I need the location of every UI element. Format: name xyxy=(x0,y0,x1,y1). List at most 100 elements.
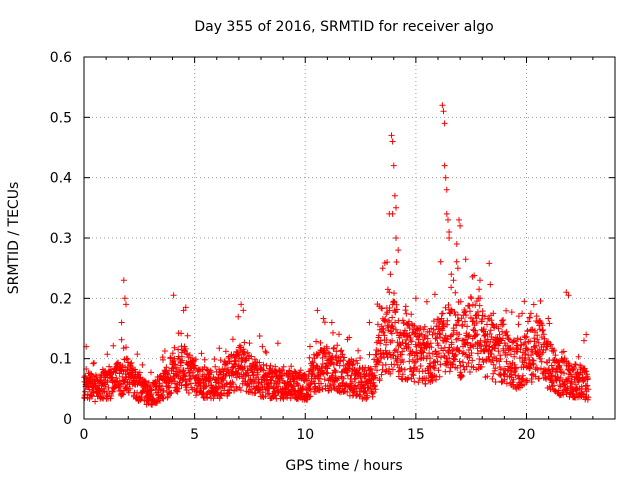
data-point xyxy=(584,375,591,382)
data-point xyxy=(192,356,199,363)
data-point xyxy=(435,342,442,349)
data-point xyxy=(245,380,252,387)
data-point xyxy=(148,387,155,394)
data-point xyxy=(382,316,389,323)
data-point xyxy=(455,335,461,342)
data-point xyxy=(539,349,546,356)
data-point xyxy=(421,323,428,330)
data-point xyxy=(401,319,407,326)
data-point xyxy=(128,359,135,366)
data-point xyxy=(321,319,328,326)
data-point xyxy=(489,375,496,382)
data-point xyxy=(456,358,463,365)
data-point xyxy=(207,375,214,382)
data-point xyxy=(252,389,259,396)
data-point xyxy=(230,381,237,387)
data-point xyxy=(538,365,544,372)
data-point xyxy=(393,306,400,313)
data-point xyxy=(383,341,389,348)
data-point xyxy=(522,339,529,346)
data-point xyxy=(451,309,458,315)
data-point xyxy=(513,365,520,372)
data-point xyxy=(477,337,484,344)
data-point xyxy=(348,372,355,379)
data-point xyxy=(528,352,535,359)
data-point xyxy=(575,353,582,360)
x-tick-label: 10 xyxy=(296,427,314,443)
data-point xyxy=(197,382,204,389)
data-point xyxy=(314,307,321,314)
data-point xyxy=(325,349,332,356)
y-tick-label: 0.5 xyxy=(50,110,72,126)
data-point xyxy=(420,326,427,333)
data-point xyxy=(431,291,438,298)
data-point xyxy=(121,295,128,302)
data-point xyxy=(340,357,347,364)
data-point xyxy=(260,367,267,374)
data-point xyxy=(226,389,233,396)
data-point xyxy=(431,358,438,365)
data-point xyxy=(503,380,510,387)
data-point xyxy=(429,331,436,338)
data-point xyxy=(170,292,177,299)
data-point xyxy=(465,347,472,353)
data-point xyxy=(500,317,507,323)
data-point xyxy=(277,368,284,374)
data-point xyxy=(286,367,293,374)
data-point xyxy=(432,348,439,355)
data-point xyxy=(411,378,418,385)
data-point xyxy=(448,306,454,313)
data-point xyxy=(584,396,591,403)
data-point xyxy=(352,375,359,382)
data-point xyxy=(415,379,422,386)
data-point xyxy=(178,330,185,337)
data-point xyxy=(512,372,519,379)
data-point xyxy=(334,342,341,349)
data-point xyxy=(90,389,97,396)
data-point xyxy=(501,376,508,383)
data-point xyxy=(477,295,484,302)
data-point xyxy=(148,369,154,376)
data-point xyxy=(346,334,353,341)
data-point xyxy=(307,381,314,388)
data-point xyxy=(212,363,219,370)
data-point xyxy=(534,336,541,343)
data-point xyxy=(560,348,567,355)
data-point xyxy=(147,392,154,399)
data-point xyxy=(259,389,266,396)
data-point xyxy=(306,393,313,400)
data-point xyxy=(514,335,521,342)
data-point xyxy=(363,396,370,402)
data-point xyxy=(535,339,542,346)
data-point xyxy=(364,392,371,399)
data-point xyxy=(392,326,399,333)
data-point xyxy=(372,374,379,381)
data-point xyxy=(481,333,488,339)
data-point xyxy=(248,353,255,360)
data-point xyxy=(354,360,361,367)
data-point xyxy=(228,384,235,391)
data-point xyxy=(457,298,464,305)
data-point xyxy=(507,351,514,358)
data-point xyxy=(89,373,96,380)
data-point xyxy=(201,356,208,363)
data-point xyxy=(370,379,377,386)
data-point xyxy=(89,393,96,400)
data-point xyxy=(583,331,590,338)
data-point xyxy=(259,343,266,350)
data-point xyxy=(402,340,409,347)
data-point xyxy=(217,357,224,364)
data-point xyxy=(427,369,434,376)
data-point xyxy=(541,335,548,342)
data-point xyxy=(262,348,269,355)
data-point xyxy=(552,352,559,359)
data-point xyxy=(452,351,459,358)
data-point xyxy=(421,334,428,341)
data-point xyxy=(458,315,465,322)
data-point xyxy=(561,381,568,388)
data-point xyxy=(454,365,461,371)
data-point xyxy=(211,356,218,363)
data-point xyxy=(198,350,205,357)
data-point xyxy=(186,375,193,382)
data-point xyxy=(265,391,271,398)
